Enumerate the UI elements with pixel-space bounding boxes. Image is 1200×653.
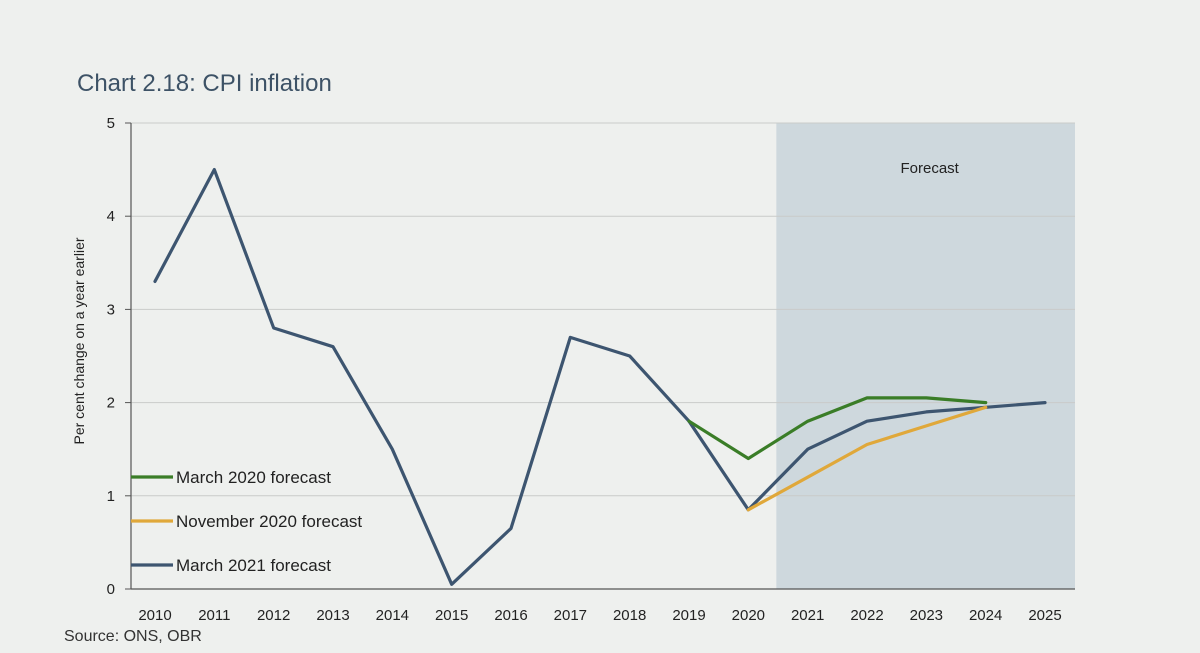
series-line-march-2020-forecast [687, 396, 988, 461]
legend-label: November 2020 forecast [176, 512, 362, 531]
forecast-band [776, 123, 1075, 589]
x-tick-label: 2012 [257, 607, 290, 624]
source-note: Source: ONS, OBR [64, 628, 202, 645]
x-tick-label: 2024 [969, 607, 1002, 624]
x-tick-label: 2018 [613, 607, 646, 624]
x-tick-label: 2017 [554, 607, 587, 624]
x-tick-label: 2025 [1028, 607, 1061, 624]
y-tick-label: 1 [107, 488, 115, 505]
y-tick-label: 4 [107, 208, 115, 225]
x-tick-label: 2014 [376, 607, 409, 624]
x-tick-label: 2016 [494, 607, 527, 624]
x-tick-label: 2015 [435, 607, 468, 624]
x-tick-label: 2023 [910, 607, 943, 624]
series-line-november-2020-forecast [746, 405, 988, 512]
x-tick-label: 2013 [316, 607, 349, 624]
chart-title: Chart 2.18: CPI inflation [77, 70, 332, 97]
x-tick-label: 2010 [138, 607, 171, 624]
x-tick-label: 2019 [672, 607, 705, 624]
y-tick-label: 2 [107, 395, 115, 412]
y-tick-label: 5 [107, 115, 115, 132]
legend-label: March 2021 forecast [176, 556, 331, 575]
x-tick-label: 2021 [791, 607, 824, 624]
series-line-march-2021-forecast [153, 168, 1047, 586]
y-tick-label: 0 [107, 581, 115, 598]
x-tick-label: 2022 [850, 607, 883, 624]
legend-label: March 2020 forecast [176, 468, 331, 487]
x-tick-label: 2011 [198, 607, 230, 624]
y-tick-label: 3 [107, 301, 115, 318]
forecast-label: Forecast [900, 160, 959, 177]
y-axis-label: Per cent change on a year earlier [71, 237, 87, 444]
x-tick-label: 2020 [732, 607, 765, 624]
